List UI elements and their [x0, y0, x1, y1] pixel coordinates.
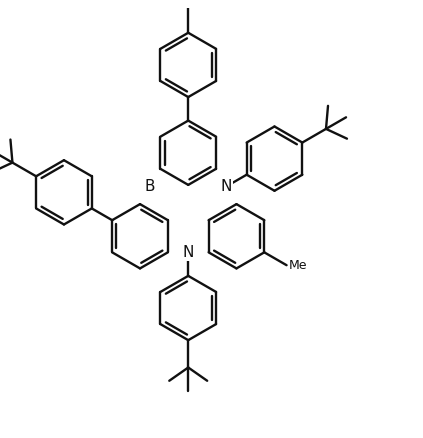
- Text: N: N: [183, 245, 194, 260]
- Text: N: N: [220, 179, 232, 194]
- Text: B: B: [145, 179, 156, 194]
- Text: Me: Me: [288, 259, 307, 272]
